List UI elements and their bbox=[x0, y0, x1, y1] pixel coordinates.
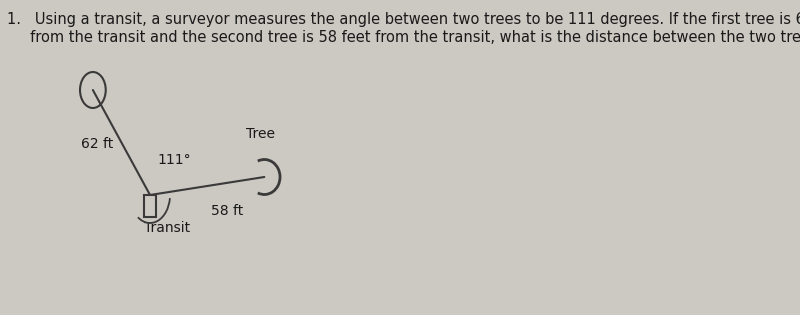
Text: 111°: 111° bbox=[157, 153, 190, 167]
Text: 62 ft: 62 ft bbox=[81, 138, 113, 152]
Bar bbox=[143, 195, 157, 217]
Text: Transit: Transit bbox=[143, 221, 190, 235]
Text: from the transit and the second tree is 58 feet from the transit, what is the di: from the transit and the second tree is … bbox=[7, 30, 800, 45]
Text: 58 ft: 58 ft bbox=[210, 204, 243, 218]
Text: Tree: Tree bbox=[246, 128, 275, 141]
Text: 1.   Using a transit, a surveyor measures the angle between two trees to be 111 : 1. Using a transit, a surveyor measures … bbox=[7, 12, 800, 27]
